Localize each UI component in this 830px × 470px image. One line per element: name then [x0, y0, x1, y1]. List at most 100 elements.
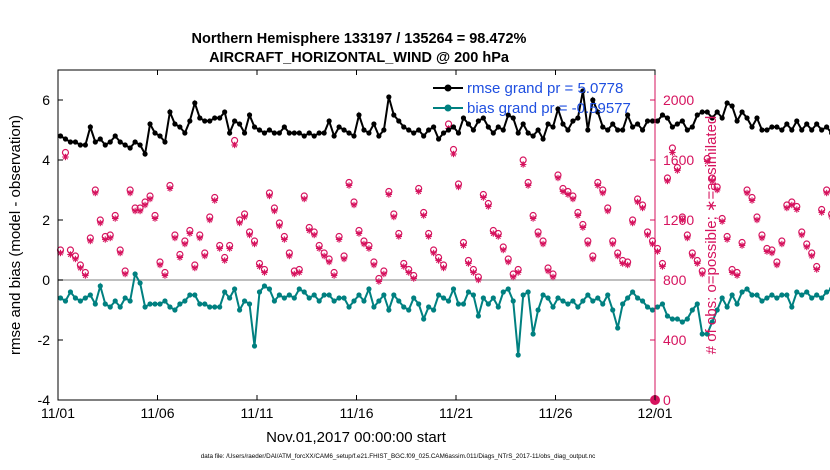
bias-point	[490, 295, 496, 301]
rmse-point	[460, 115, 467, 121]
rmse-point	[142, 151, 148, 157]
rmse-point	[535, 127, 541, 133]
rmse-point	[82, 142, 88, 148]
bias-point	[87, 292, 93, 298]
obs-assimilated-point	[296, 269, 303, 276]
obs-assimilated-point	[440, 264, 447, 272]
bias-point	[77, 298, 83, 304]
y-tick-label: -2	[38, 332, 51, 348]
rmse-point	[540, 136, 546, 142]
obs-assimilated-point	[519, 161, 527, 168]
bias-point	[689, 307, 695, 313]
obs-assimilated-point	[350, 201, 358, 209]
bias-point	[535, 307, 541, 313]
obs-assimilated-point	[315, 245, 323, 252]
rmse-point	[634, 121, 641, 127]
legend: rmse grand pr = 5.0778 bias grand pr = -…	[433, 80, 631, 117]
rmse-point	[351, 133, 357, 139]
obs-assimilated-point	[375, 278, 383, 285]
obs-assimilated-point	[470, 269, 477, 276]
obs-assimilated-point	[718, 218, 726, 225]
obs-assimilated-point	[788, 201, 796, 209]
bias-point	[157, 301, 163, 307]
obs-assimilated-point	[311, 231, 318, 239]
obs-assimilated-point	[659, 263, 666, 270]
obs-assimilated-point	[823, 189, 830, 197]
rmse-point	[555, 106, 561, 112]
bias-point	[341, 295, 347, 301]
obs-assimilated-point	[599, 189, 606, 197]
bias-point	[266, 286, 273, 292]
bias-point	[212, 304, 218, 310]
rmse-point	[361, 127, 367, 133]
y-tick-label: 6	[42, 92, 50, 108]
bias-point	[500, 289, 506, 295]
obs-assimilated-point	[67, 251, 74, 258]
rmse-point	[391, 112, 397, 118]
bias-point	[684, 316, 690, 322]
rmse-point	[570, 118, 576, 124]
obs-assimilated-point	[480, 194, 487, 201]
obs-assimilated-point	[465, 260, 472, 267]
bias-point	[630, 289, 636, 295]
bias-point	[575, 304, 581, 310]
y2-tick-label: 1200	[663, 212, 694, 228]
bias-point	[639, 298, 646, 304]
obs-assimilated-point	[355, 230, 363, 237]
rmse-point	[620, 127, 626, 133]
rmse-point	[585, 127, 591, 133]
rmse-point	[227, 130, 233, 136]
rmse-point	[401, 124, 407, 130]
rmse-point	[699, 109, 705, 115]
obs-assimilated-point	[112, 215, 119, 222]
rmse-point	[520, 121, 526, 127]
rmse-point	[431, 124, 437, 130]
bias-point	[540, 292, 546, 298]
obs-assimilated-point	[694, 260, 701, 267]
obs-assimilated-point	[495, 233, 502, 240]
obs-assimilated-point	[539, 240, 547, 248]
obs-assimilated-point	[733, 272, 741, 279]
rmse-point	[127, 145, 133, 151]
obs-assimilated-point	[758, 234, 766, 242]
data-file-footer: data file: /Users/raeder/DAI/ATM_forcXX/…	[201, 453, 596, 460]
bias-point	[102, 301, 108, 307]
rmse-point	[271, 130, 278, 136]
bias-point	[316, 298, 322, 304]
bias-point	[480, 295, 486, 301]
rmse-point	[774, 124, 780, 130]
obs-assimilated-point	[107, 234, 114, 242]
bias-point	[610, 307, 616, 313]
obs-assimilated-point	[251, 240, 258, 248]
bias-point	[92, 301, 98, 307]
bias-point	[824, 289, 830, 295]
obs-assimilated-point	[340, 255, 348, 263]
obs-assimilated-point	[92, 189, 99, 197]
legend-bias-label: bias grand pr = -0.59577	[467, 100, 631, 117]
y2-tick-label: 0	[663, 392, 671, 408]
obs-assimilated-point	[524, 182, 532, 189]
rmse-point	[510, 115, 516, 121]
bias-point	[525, 289, 531, 295]
bias-point	[515, 352, 521, 358]
bias-point	[82, 295, 88, 301]
y2-tick-label: 400	[663, 332, 687, 348]
obs-assimilated-point	[748, 197, 756, 204]
bias-point	[306, 295, 312, 301]
rmse-point	[67, 139, 74, 145]
obs-assimilated-point	[664, 177, 671, 185]
obs-assimilated-point	[102, 236, 109, 243]
rmse-point	[590, 97, 596, 103]
rmse-point	[694, 112, 700, 118]
bias-point	[217, 304, 223, 310]
obs-assimilated-point	[246, 231, 253, 239]
bias-point	[724, 304, 730, 310]
rmse-point	[615, 127, 621, 133]
obs-assimilated-point	[554, 174, 562, 182]
bias-point	[67, 289, 74, 295]
rmse-point	[669, 124, 676, 130]
rmse-point	[376, 133, 382, 139]
rmse-point	[222, 109, 228, 115]
bias-point	[366, 286, 372, 292]
bias-point	[585, 292, 591, 298]
